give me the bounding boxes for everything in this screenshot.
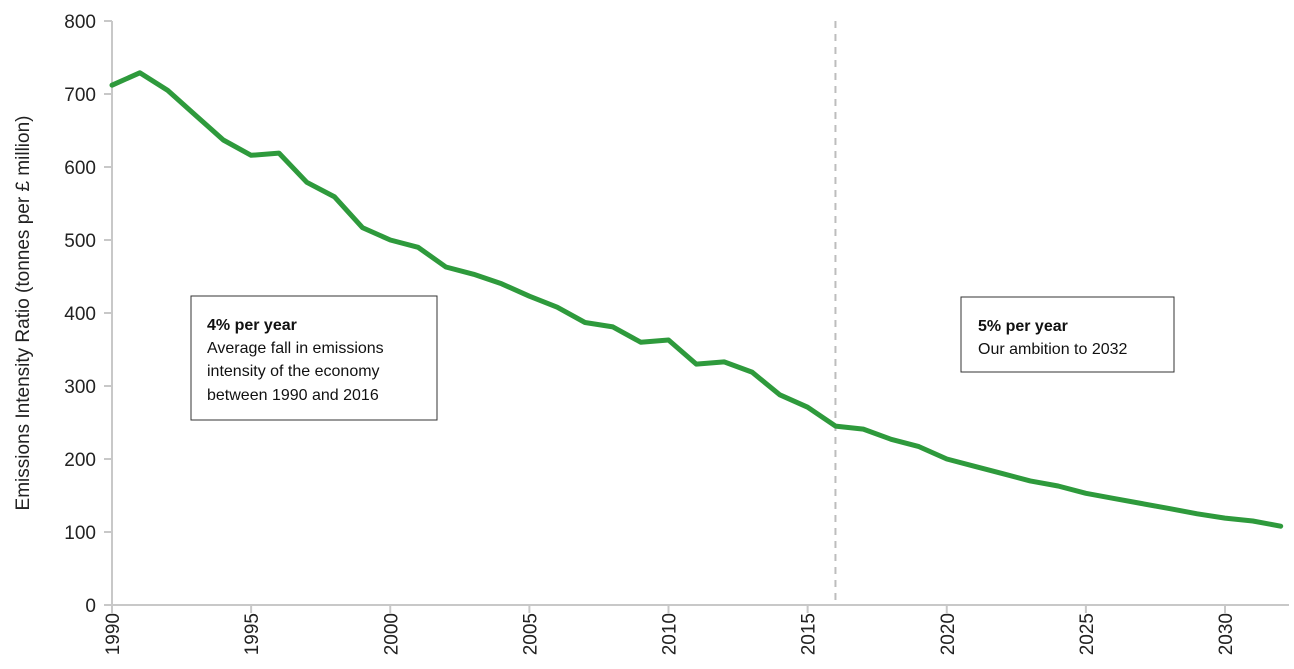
- x-tick-label: 2010: [660, 613, 681, 655]
- x-tick-label: 2020: [938, 613, 959, 655]
- x-tick-label: 1990: [103, 613, 124, 655]
- annotation-historical-line-1: Average fall in emissions: [207, 340, 384, 357]
- x-tick-label: 2025: [1077, 613, 1098, 655]
- y-axis-title: Emissions Intensity Ratio (tonnes per £ …: [13, 116, 34, 511]
- y-tick-label: 100: [64, 523, 96, 544]
- y-tick-label: 800: [64, 12, 96, 33]
- ticks: 0 100 200 300 400 500 600 700 800 1990 1995 2000 200…: [64, 12, 1237, 655]
- annotation-ambition: 5% per year Our ambition to 2032: [960, 296, 1175, 373]
- y-tick-label: 300: [64, 377, 96, 398]
- x-tick-label: 2015: [799, 613, 820, 655]
- x-tick-label: 2005: [520, 613, 541, 655]
- x-tick-label: 1995: [242, 613, 263, 655]
- annotation-historical-line-2: intensity of the economy: [207, 363, 380, 380]
- x-tick-label: 2030: [1216, 613, 1237, 655]
- y-tick-label: 400: [64, 304, 96, 325]
- y-tick-label: 500: [64, 231, 96, 252]
- annotation-historical-title: 4% per year: [207, 317, 297, 334]
- y-tick-label: 700: [64, 85, 96, 106]
- y-tick-label: 0: [85, 596, 96, 617]
- annotation-ambition-line-1: Our ambition to 2032: [978, 341, 1128, 358]
- y-tick-label: 600: [64, 158, 96, 179]
- emissions-intensity-line: [109, 70, 1284, 529]
- x-tick-label: 2000: [381, 613, 402, 655]
- annotation-historical-line-3: between 1990 and 2016: [207, 387, 379, 404]
- annotation-ambition-title: 5% per year: [978, 318, 1068, 335]
- y-tick-label: 200: [64, 450, 96, 471]
- annotation-historical: 4% per year Average fall in emissions in…: [190, 295, 438, 421]
